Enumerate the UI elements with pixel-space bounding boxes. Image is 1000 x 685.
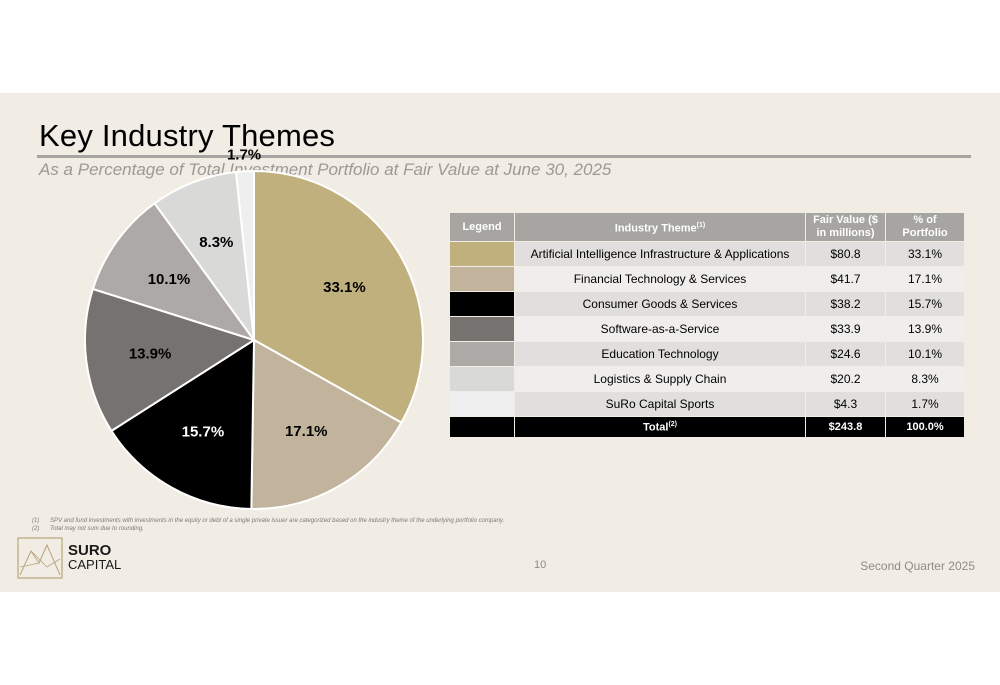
logo-line-2: CAPITAL	[68, 557, 122, 572]
legend-swatch	[450, 367, 514, 391]
total-fair-value: $243.8	[806, 417, 885, 437]
logo-wordmark: SURO CAPITAL	[68, 542, 122, 572]
total-label: Total(2)	[515, 417, 805, 437]
footnotes: (1) SPV and fund investments with investm…	[32, 517, 504, 533]
table-row: SuRo Capital Sports $4.3 1.7%	[450, 392, 964, 416]
footnote-2-text: Total may not sum due to rounding.	[50, 526, 144, 532]
industry-theme-table: Legend Industry Theme(1) Fair Value ($ i…	[449, 212, 965, 438]
header-industry-theme-label: Industry Theme	[614, 222, 697, 235]
footnote-2: (2) Total may not sum due to rounding.	[32, 525, 504, 533]
slide: Key Industry Themes As a Percentage of T…	[0, 93, 1000, 592]
table-row: Software-as-a-Service $33.9 13.9%	[450, 317, 964, 341]
pie-data-label: 15.7%	[182, 423, 225, 440]
pie-data-label: 17.1%	[285, 423, 328, 440]
fair-value-cell: $41.7	[806, 267, 885, 291]
suro-capital-logo: SURO CAPITAL	[17, 537, 121, 579]
table-row: Artificial Intelligence Infrastructure &…	[450, 242, 964, 266]
legend-swatch	[450, 317, 514, 341]
pie-slice	[250, 338, 403, 510]
footnote-ref-2: (2)	[668, 420, 678, 428]
table-row: Education Technology $24.6 10.1%	[450, 342, 964, 366]
footnote-1-num: (1)	[32, 518, 40, 524]
industry-theme-cell: Artificial Intelligence Infrastructure &…	[515, 242, 805, 266]
pie-data-label: 8.3%	[199, 234, 233, 251]
header-fair-value-label: Fair Value	[813, 214, 866, 226]
pie-data-label: 13.9%	[129, 346, 172, 363]
pie-slice	[234, 169, 255, 341]
industry-theme-cell: Consumer Goods & Services	[515, 292, 805, 316]
header-pct-line1: % of	[913, 214, 937, 226]
header-fair-value-unit: ($ in millions)	[816, 214, 878, 239]
legend-swatch	[450, 392, 514, 416]
title-divider	[37, 155, 971, 158]
header-fair-value: Fair Value ($ in millions)	[806, 213, 885, 241]
logo-line-1: SURO	[68, 542, 112, 559]
header-industry-theme: Industry Theme(1)	[515, 213, 805, 241]
pie-chart: 33.1% 17.1% 15.7% 13.9% 10.1% 8.3% 1.7%	[84, 146, 424, 510]
footnote-1: (1) SPV and fund investments with investm…	[32, 517, 504, 525]
industry-theme-cell: Financial Technology & Services	[515, 267, 805, 291]
pct-portfolio-cell: 10.1%	[886, 342, 964, 366]
pct-portfolio-cell: 13.9%	[886, 317, 964, 341]
pct-portfolio-cell: 15.7%	[886, 292, 964, 316]
pct-portfolio-cell: 33.1%	[886, 242, 964, 266]
total-pct: 100.0%	[886, 417, 964, 437]
footnote-ref-1: (1)	[696, 221, 706, 229]
fair-value-cell: $4.3	[806, 392, 885, 416]
fair-value-cell: $80.8	[806, 242, 885, 266]
industry-theme-cell: SuRo Capital Sports	[515, 392, 805, 416]
fair-value-cell: $33.9	[806, 317, 885, 341]
table-row: Financial Technology & Services $41.7 17.1…	[450, 267, 964, 291]
table-row: Consumer Goods & Services $38.2 15.7%	[450, 292, 964, 316]
pie-slice	[253, 169, 424, 425]
page-title: Key Industry Themes	[39, 118, 336, 153]
pct-portfolio-cell: 17.1%	[886, 267, 964, 291]
pie-slice	[110, 338, 256, 510]
total-swatch	[450, 417, 514, 437]
legend-swatch	[450, 342, 514, 366]
pie-slice	[153, 170, 256, 344]
total-label-text: Total	[642, 421, 669, 434]
table-total-row: Total(2) $243.8 100.0%	[450, 417, 964, 437]
header-legend: Legend	[450, 213, 514, 241]
pie-data-label: 10.1%	[148, 271, 191, 288]
legend-swatch	[450, 242, 514, 266]
fair-value-cell: $38.2	[806, 292, 885, 316]
table-row: Logistics & Supply Chain $20.2 8.3%	[450, 367, 964, 391]
pie-slice	[91, 201, 257, 342]
pct-portfolio-cell: 8.3%	[886, 367, 964, 391]
fair-value-cell: $24.6	[806, 342, 885, 366]
page-number: 10	[534, 559, 547, 571]
pie-data-label: 33.1%	[323, 279, 366, 296]
table-header-row: Legend Industry Theme(1) Fair Value ($ i…	[450, 213, 964, 241]
footnote-1-text: SPV and fund investments with investment…	[50, 518, 505, 524]
legend-swatch	[450, 292, 514, 316]
industry-theme-cell: Software-as-a-Service	[515, 317, 805, 341]
header-pct-line2: Portfolio	[902, 227, 948, 239]
industry-theme-cell: Logistics & Supply Chain	[515, 367, 805, 391]
header-pct-portfolio: % of Portfolio	[886, 213, 964, 241]
pie-slice	[84, 287, 257, 433]
pct-portfolio-cell: 1.7%	[886, 392, 964, 416]
logo-mountain-icon	[17, 537, 63, 579]
legend-swatch	[450, 267, 514, 291]
report-period: Second Quarter 2025	[860, 559, 975, 573]
industry-theme-cell: Education Technology	[515, 342, 805, 366]
page-subtitle: As a Percentage of Total Investment Port…	[39, 160, 612, 179]
footnote-2-num: (2)	[32, 526, 40, 532]
fair-value-cell: $20.2	[806, 367, 885, 391]
pie-data-label: 1.7%	[227, 146, 261, 163]
